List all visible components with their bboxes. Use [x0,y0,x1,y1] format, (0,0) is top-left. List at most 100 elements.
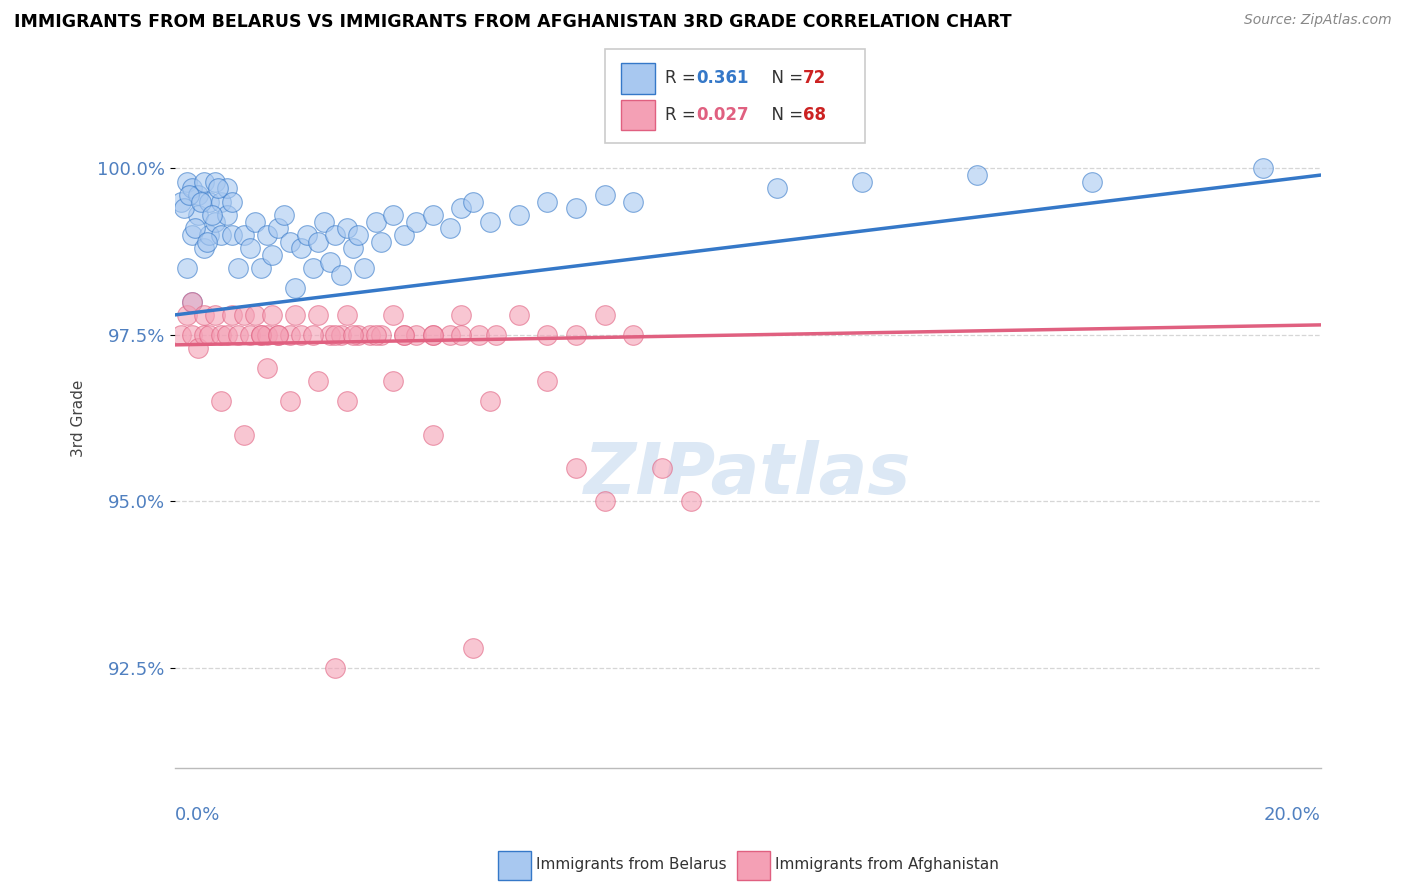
Point [461,640,484,655]
Point [536,327,558,342]
Point [221,308,243,322]
Point [209,227,232,242]
Point [1080,175,1102,189]
Point [364,215,387,229]
Point [221,194,243,209]
Point [405,215,427,229]
Point [422,327,444,342]
Y-axis label: 3rd Grade: 3rd Grade [72,379,86,457]
Point [179,188,201,202]
Point [422,427,444,442]
Point [330,268,353,282]
Point [651,461,673,475]
Point [301,261,323,276]
Point [593,188,616,202]
Point [209,194,232,209]
Point [256,327,278,342]
Text: 20.0%: 20.0% [1264,806,1320,824]
Text: R =: R = [665,70,702,87]
Point [765,181,787,195]
Point [267,327,290,342]
Point [267,327,290,342]
Point [485,327,508,342]
Point [307,235,329,249]
Text: 72: 72 [803,70,827,87]
Point [479,394,502,409]
Point [181,327,204,342]
Point [176,308,198,322]
Point [439,327,461,342]
Point [176,175,198,189]
Point [381,375,404,389]
Point [307,375,329,389]
Point [250,327,273,342]
Point [325,227,347,242]
Point [381,308,404,322]
Point [232,308,254,322]
Point [173,202,195,216]
Point [461,194,484,209]
Point [536,375,558,389]
Point [215,181,238,195]
Point [267,221,290,235]
Point [262,308,284,322]
Point [187,188,209,202]
Point [193,308,215,322]
Point [262,248,284,262]
Point [392,227,415,242]
Point [301,327,323,342]
Text: 68: 68 [803,106,825,124]
Point [370,327,392,342]
Point [195,235,218,249]
Point [181,294,204,309]
Text: 0.027: 0.027 [696,106,748,124]
Point [290,327,312,342]
Point [593,494,616,508]
Point [221,227,243,242]
Point [508,308,530,322]
Point [966,168,988,182]
Point [209,327,232,342]
Text: N =: N = [761,106,808,124]
Point [312,215,335,229]
Point [325,661,347,675]
Text: 0.361: 0.361 [696,70,748,87]
Point [278,327,301,342]
Point [198,327,221,342]
Point [422,327,444,342]
Point [278,235,301,249]
Point [284,281,307,295]
Point [307,308,329,322]
Point [336,221,359,235]
Point [336,394,359,409]
Point [245,215,267,229]
Point [359,327,381,342]
Point [215,208,238,222]
Point [479,215,502,229]
Point [187,208,209,222]
Point [250,327,273,342]
Text: N =: N = [761,70,808,87]
Point [170,194,193,209]
Point [679,494,702,508]
Point [439,221,461,235]
Point [215,327,238,342]
Point [336,308,359,322]
Point [232,427,254,442]
Point [330,327,353,342]
Point [593,308,616,322]
Point [353,261,375,276]
Point [621,194,644,209]
Point [181,181,204,195]
Point [450,308,472,322]
Point [319,327,342,342]
Point [536,194,558,209]
Point [342,241,364,255]
Point [565,202,588,216]
Point [565,461,588,475]
Point [851,175,873,189]
Point [319,254,342,268]
Point [209,394,232,409]
Text: Immigrants from Afghanistan: Immigrants from Afghanistan [775,857,998,871]
Point [226,261,249,276]
